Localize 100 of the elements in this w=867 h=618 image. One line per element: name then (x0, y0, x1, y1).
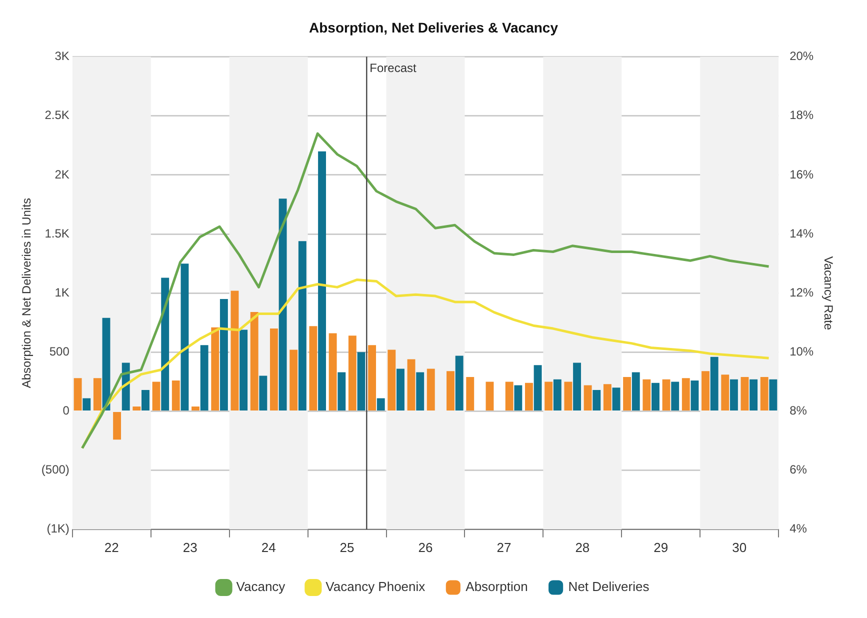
bar (632, 372, 640, 410)
bar (525, 382, 533, 410)
y2-tick-label: 16% (790, 167, 814, 182)
x-tick-label: 23 (182, 540, 198, 555)
x-tick-label: 27 (496, 540, 512, 555)
bar (161, 278, 170, 410)
bar (82, 398, 91, 410)
y2-tick-label: 6% (790, 462, 808, 477)
y-tick-label: 1.5K (44, 226, 70, 240)
bar (290, 350, 298, 410)
bar (298, 241, 306, 410)
x-tick-label: 30 (732, 540, 747, 555)
bar (93, 378, 102, 410)
bar (416, 372, 424, 410)
bar (671, 382, 680, 410)
bar (750, 379, 758, 410)
bar (682, 378, 690, 410)
bar (396, 368, 404, 410)
bar (455, 356, 464, 410)
bar (553, 379, 562, 410)
y-tick-label: (1K) (46, 522, 70, 536)
legend-label: Net Deliveries (568, 579, 650, 594)
legend-label: Absorption (466, 579, 528, 594)
y2-tick-label: 10% (790, 344, 814, 358)
bar (74, 378, 82, 410)
ref-line-label: Forecast (370, 61, 417, 76)
y-tick-label: 1K (54, 285, 70, 300)
y-tick-label: 3K (54, 49, 70, 64)
bar (505, 382, 514, 410)
y2-tick-label: 4% (790, 522, 808, 536)
bar (328, 333, 337, 410)
y-axis-title: Absorption & Net Deliveries in Units (20, 198, 34, 388)
bar (172, 380, 180, 410)
bar (652, 382, 660, 410)
bar (240, 330, 248, 410)
bar (544, 382, 553, 410)
bar (623, 376, 632, 410)
bar (662, 379, 670, 410)
bar (446, 371, 454, 410)
bar (180, 264, 189, 410)
bar (132, 406, 141, 410)
y-tick-label: 0 (62, 404, 70, 418)
legend-label: Vacancy (236, 579, 286, 594)
bar (612, 388, 620, 410)
bar (710, 356, 718, 410)
bar (220, 299, 228, 410)
bar (721, 374, 730, 410)
bar (690, 380, 699, 410)
bar (514, 385, 522, 410)
bar (486, 382, 494, 410)
y2-axis-title: Vacancy Rate (821, 256, 836, 330)
bar (338, 372, 346, 410)
y-tick-label: 2.5K (44, 108, 70, 122)
bar (603, 384, 612, 410)
bar (769, 379, 778, 410)
y2-tick-label: 14% (790, 226, 814, 240)
x-tick-label: 25 (340, 540, 354, 555)
bar (534, 365, 542, 410)
bar (730, 379, 738, 410)
y-tick-label: (500) (41, 462, 70, 477)
bar (426, 368, 435, 410)
bar (113, 412, 122, 440)
bar (388, 350, 396, 410)
y2-tick-label: 12% (790, 285, 814, 300)
bar (564, 382, 572, 410)
bar (142, 390, 150, 410)
bar (584, 385, 592, 410)
y-tick-label: 2K (54, 167, 70, 182)
y2-tick-label: 20% (790, 49, 814, 64)
bar (270, 328, 278, 410)
bar (211, 327, 220, 410)
x-tick-label: 28 (575, 540, 590, 555)
bar (309, 326, 318, 410)
y2-tick-label: 18% (790, 108, 814, 122)
bar (740, 376, 749, 410)
bar (357, 352, 366, 410)
chart-title: Absorption, Net Deliveries & Vacancy (309, 19, 558, 36)
bar (642, 379, 651, 410)
bar (318, 151, 326, 410)
bar (573, 362, 582, 410)
bar (230, 290, 239, 410)
bar (259, 376, 268, 410)
x-tick-label: 22 (104, 540, 119, 555)
bar (278, 198, 287, 410)
x-tick-label: 29 (654, 540, 668, 555)
bar (250, 312, 258, 410)
bar (702, 371, 710, 410)
bar (192, 406, 200, 410)
legend-label: Vacancy Phoenix (326, 579, 426, 594)
y2-tick-label: 8% (790, 404, 808, 418)
bar (760, 376, 768, 410)
bar (466, 376, 474, 410)
bar (592, 390, 601, 410)
y-tick-label: 500 (49, 344, 70, 358)
bar (368, 345, 376, 410)
bar (200, 345, 208, 410)
x-tick-label: 24 (261, 540, 276, 555)
x-tick-label: 26 (418, 540, 433, 555)
bar (407, 359, 416, 410)
bar (376, 398, 385, 410)
